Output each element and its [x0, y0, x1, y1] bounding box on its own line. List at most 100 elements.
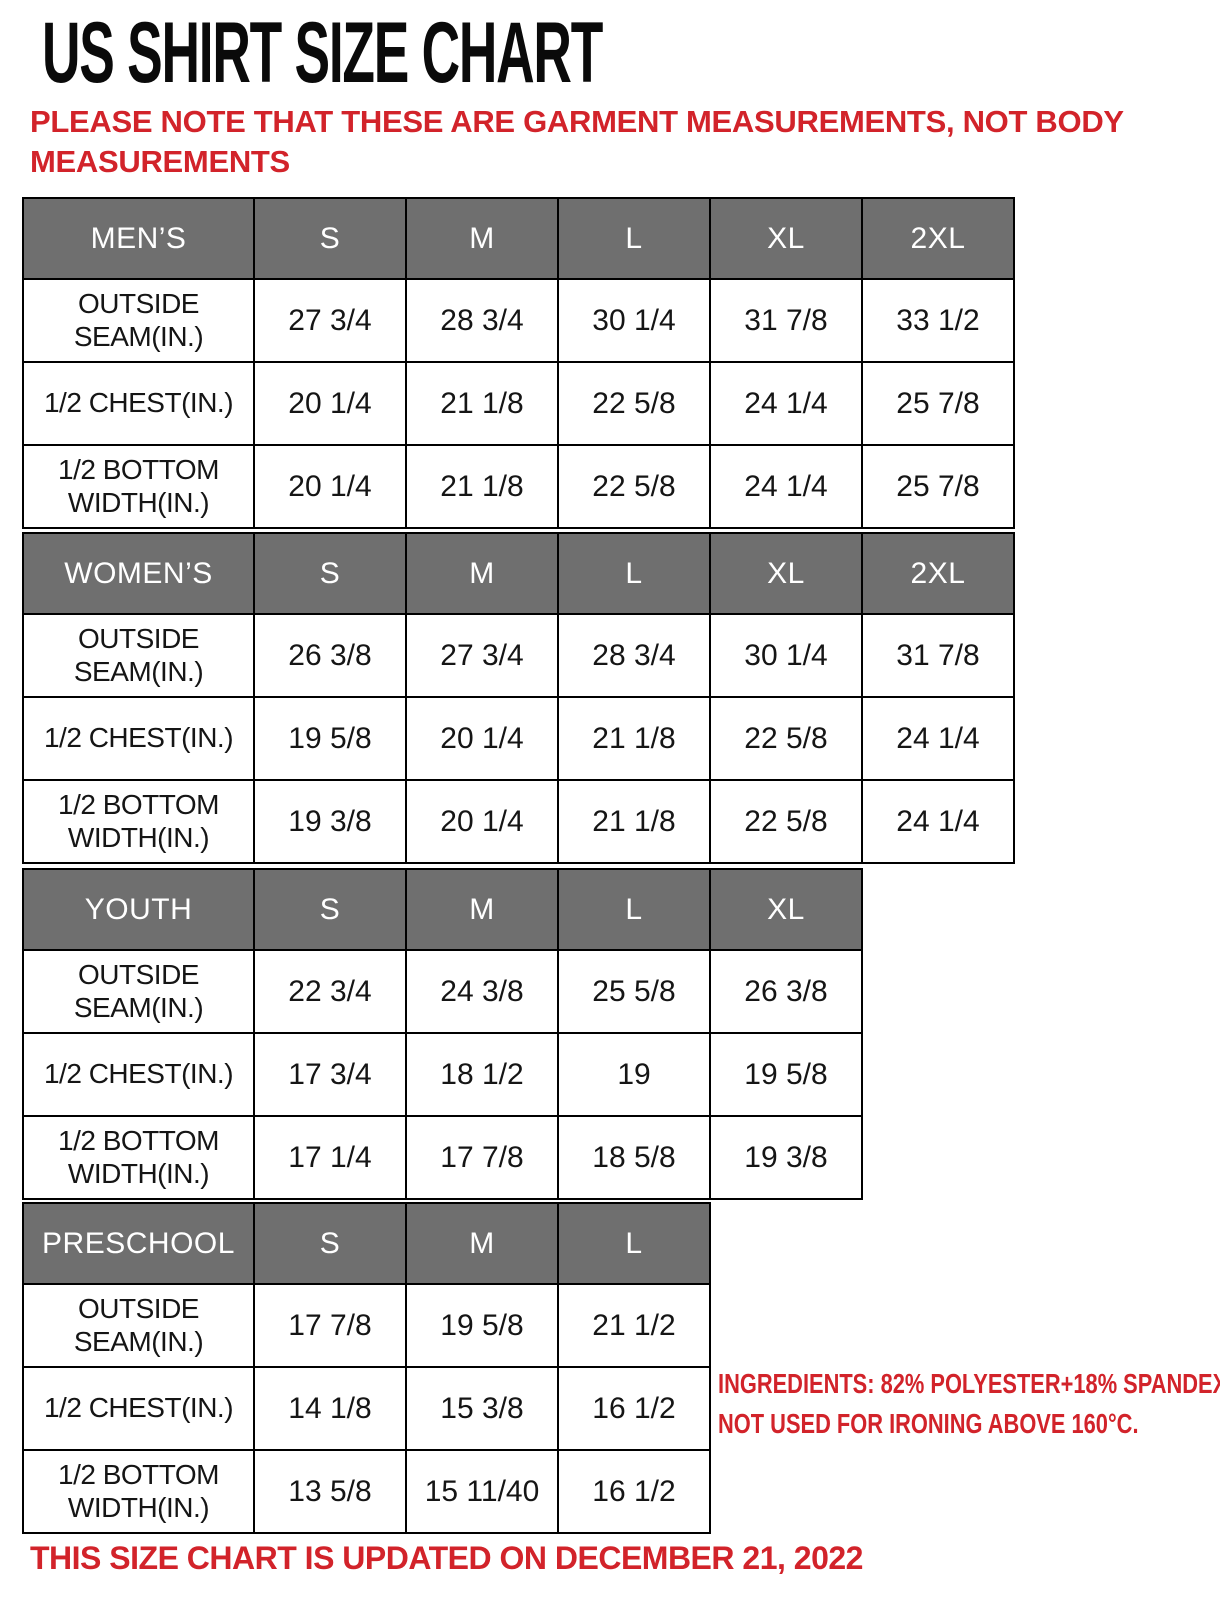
table-row: 1/2 CHEST(IN.) 17 3/4 18 1/2 19 19 5/8 [22, 1032, 863, 1117]
table-title-cell: MEN’S [22, 197, 255, 280]
value-cell: 30 1/4 [709, 613, 863, 698]
row-label-cell: OUTSIDE SEAM(IN.) [22, 613, 255, 698]
update-date-note: THIS SIZE CHART IS UPDATED ON DECEMBER 2… [30, 1540, 863, 1576]
value-cell: 17 7/8 [405, 1115, 559, 1200]
size-table-womens: WOMEN’S S M L XL 2XL OUTSIDE SEAM(IN.) 2… [22, 532, 1015, 864]
ingredients-line-2: NOT USED FOR IRONING ABOVE 160°C. [718, 1408, 1139, 1439]
row-label-cell: OUTSIDE SEAM(IN.) [22, 278, 255, 363]
table-header-row: YOUTH S M L XL [22, 868, 863, 951]
table-row: 1/2 BOTTOM WIDTH(IN.) 17 1/4 17 7/8 18 5… [22, 1115, 863, 1200]
value-cell: 27 3/4 [253, 278, 407, 363]
row-label-cell: 1/2 BOTTOM WIDTH(IN.) [22, 1449, 255, 1534]
value-cell: 19 3/8 [709, 1115, 863, 1200]
row-label-cell: OUTSIDE SEAM(IN.) [22, 1283, 255, 1368]
row-label-cell: 1/2 CHEST(IN.) [22, 1366, 255, 1451]
value-cell: 16 1/2 [557, 1366, 711, 1451]
ingredients-line-1: INGREDIENTS: 82% POLYESTER+18% SPANDEX. [718, 1368, 1220, 1399]
value-cell: 15 11/40 [405, 1449, 559, 1534]
size-header-cell: S [253, 532, 407, 615]
value-cell: 20 1/4 [253, 444, 407, 529]
table-row: OUTSIDE SEAM(IN.) 27 3/4 28 3/4 30 1/4 3… [22, 278, 1015, 363]
size-table-mens: MEN’S S M L XL 2XL OUTSIDE SEAM(IN.) 27 … [22, 197, 1015, 529]
size-header-cell: L [557, 868, 711, 951]
value-cell: 15 3/8 [405, 1366, 559, 1451]
row-label-cell: 1/2 CHEST(IN.) [22, 361, 255, 446]
row-label-cell: 1/2 BOTTOM WIDTH(IN.) [22, 444, 255, 529]
size-header-cell: 2XL [861, 532, 1015, 615]
value-cell: 17 7/8 [253, 1283, 407, 1368]
size-header-cell: XL [709, 532, 863, 615]
size-table-youth: YOUTH S M L XL OUTSIDE SEAM(IN.) 22 3/4 … [22, 868, 863, 1200]
value-cell: 21 1/8 [405, 444, 559, 529]
value-cell: 33 1/2 [861, 278, 1015, 363]
value-cell: 25 7/8 [861, 444, 1015, 529]
value-cell: 25 7/8 [861, 361, 1015, 446]
table-title-cell: YOUTH [22, 868, 255, 951]
table-row: 1/2 CHEST(IN.) 20 1/4 21 1/8 22 5/8 24 1… [22, 361, 1015, 446]
value-cell: 19 3/8 [253, 779, 407, 864]
value-cell: 24 1/4 [861, 696, 1015, 781]
value-cell: 28 3/4 [405, 278, 559, 363]
table-row: OUTSIDE SEAM(IN.) 22 3/4 24 3/8 25 5/8 2… [22, 949, 863, 1034]
row-label-cell: OUTSIDE SEAM(IN.) [22, 949, 255, 1034]
value-cell: 26 3/8 [253, 613, 407, 698]
row-label-cell: 1/2 CHEST(IN.) [22, 696, 255, 781]
size-header-cell: XL [709, 197, 863, 280]
size-header-cell: S [253, 1202, 407, 1285]
value-cell: 20 1/4 [405, 779, 559, 864]
value-cell: 20 1/4 [253, 361, 407, 446]
value-cell: 31 7/8 [709, 278, 863, 363]
table-row: OUTSIDE SEAM(IN.) 26 3/8 27 3/4 28 3/4 3… [22, 613, 1015, 698]
ingredients-note: INGREDIENTS: 82% POLYESTER+18% SPANDEX. … [718, 1364, 1220, 1444]
value-cell: 24 3/8 [405, 949, 559, 1034]
size-header-cell: 2XL [861, 197, 1015, 280]
value-cell: 21 1/2 [557, 1283, 711, 1368]
table-row: 1/2 CHEST(IN.) 14 1/8 15 3/8 16 1/2 [22, 1366, 711, 1451]
table-header-row: PRESCHOOL S M L [22, 1202, 711, 1285]
size-header-cell: S [253, 868, 407, 951]
value-cell: 27 3/4 [405, 613, 559, 698]
size-header-cell: XL [709, 868, 863, 951]
value-cell: 17 1/4 [253, 1115, 407, 1200]
row-label-cell: 1/2 BOTTOM WIDTH(IN.) [22, 779, 255, 864]
size-table-preschool: PRESCHOOL S M L OUTSIDE SEAM(IN.) 17 7/8… [22, 1202, 711, 1534]
value-cell: 21 1/8 [405, 361, 559, 446]
row-label-cell: 1/2 BOTTOM WIDTH(IN.) [22, 1115, 255, 1200]
size-header-cell: L [557, 1202, 711, 1285]
value-cell: 24 1/4 [861, 779, 1015, 864]
size-header-cell: M [405, 1202, 559, 1285]
page-title: US SHIRT SIZE CHART [42, 5, 603, 101]
value-cell: 21 1/8 [557, 779, 711, 864]
table-row: OUTSIDE SEAM(IN.) 17 7/8 19 5/8 21 1/2 [22, 1283, 711, 1368]
value-cell: 18 1/2 [405, 1032, 559, 1117]
value-cell: 17 3/4 [253, 1032, 407, 1117]
size-header-cell: M [405, 532, 559, 615]
table-row: 1/2 BOTTOM WIDTH(IN.) 19 3/8 20 1/4 21 1… [22, 779, 1015, 864]
value-cell: 24 1/4 [709, 444, 863, 529]
value-cell: 25 5/8 [557, 949, 711, 1034]
garment-measurement-note: PLEASE NOTE THAT THESE ARE GARMENT MEASU… [30, 104, 1124, 179]
value-cell: 16 1/2 [557, 1449, 711, 1534]
value-cell: 24 1/4 [709, 361, 863, 446]
value-cell: 28 3/4 [557, 613, 711, 698]
value-cell: 31 7/8 [861, 613, 1015, 698]
value-cell: 14 1/8 [253, 1366, 407, 1451]
value-cell: 13 5/8 [253, 1449, 407, 1534]
table-title-cell: PRESCHOOL [22, 1202, 255, 1285]
value-cell: 22 5/8 [709, 779, 863, 864]
value-cell: 18 5/8 [557, 1115, 711, 1200]
value-cell: 19 5/8 [709, 1032, 863, 1117]
row-label-cell: 1/2 CHEST(IN.) [22, 1032, 255, 1117]
table-title-cell: WOMEN’S [22, 532, 255, 615]
size-header-cell: S [253, 197, 407, 280]
table-row: 1/2 CHEST(IN.) 19 5/8 20 1/4 21 1/8 22 5… [22, 696, 1015, 781]
value-cell: 19 5/8 [253, 696, 407, 781]
value-cell: 19 5/8 [405, 1283, 559, 1368]
size-header-cell: M [405, 868, 559, 951]
value-cell: 22 5/8 [557, 361, 711, 446]
value-cell: 22 3/4 [253, 949, 407, 1034]
value-cell: 19 [557, 1032, 711, 1117]
size-header-cell: L [557, 532, 711, 615]
table-header-row: WOMEN’S S M L XL 2XL [22, 532, 1015, 615]
